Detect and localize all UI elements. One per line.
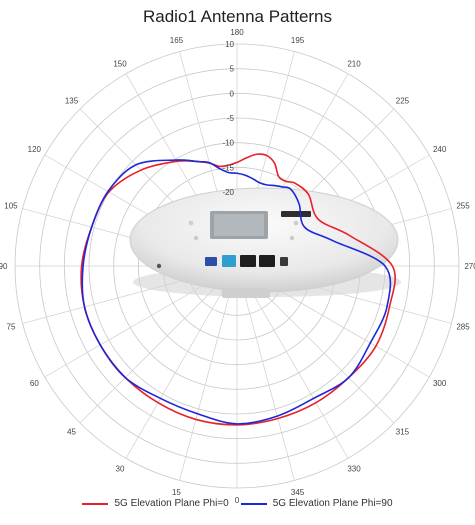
radial-tick-label: 10 — [225, 40, 234, 49]
radial-tick-label: -10 — [222, 139, 234, 148]
legend-label: 5G Elevation Plane Phi=90 — [272, 498, 393, 509]
angle-tick-label: 0 — [235, 496, 240, 505]
angle-tick-label: 105 — [4, 201, 18, 210]
series-line-phi-90 — [81, 159, 392, 425]
angle-tick-label: 210 — [347, 59, 361, 68]
angle-tick-label: 180 — [230, 28, 244, 37]
legend-swatch — [240, 502, 267, 505]
grid-spoke — [236, 265, 295, 481]
access-point-device-image — [129, 187, 401, 298]
radial-tick-label: 5 — [230, 65, 235, 74]
radial-tick-label: -5 — [227, 114, 235, 123]
grid-spoke — [179, 265, 238, 481]
angle-tick-label: 45 — [67, 427, 76, 436]
angle-tick-label: 60 — [30, 379, 39, 388]
legend-swatch — [82, 502, 109, 505]
chart-title: Radio1 Antenna Patterns — [142, 7, 333, 26]
legend-label: 5G Elevation Plane Phi=0 — [114, 498, 229, 509]
legend-item-phi-90: 5G Elevation Plane Phi=90 — [240, 498, 393, 509]
angle-tick-label: 270 — [464, 262, 475, 271]
angle-tick-label: 165 — [170, 36, 184, 45]
angle-tick-label: 240 — [433, 145, 447, 154]
angle-tick-label: 150 — [113, 59, 127, 68]
series-lines — [80, 153, 396, 426]
angle-tick-label: 315 — [396, 427, 410, 436]
angle-tick-label: 285 — [456, 323, 470, 332]
angle-tick-label: 75 — [7, 323, 16, 332]
legend: 5G Elevation Plane Phi=0 5G Elevation Pla… — [0, 498, 475, 509]
grid-spoke — [125, 265, 238, 459]
angle-tick-label: 225 — [396, 97, 410, 106]
angle-tick-label: 300 — [433, 379, 447, 388]
angle-tick-label: 30 — [116, 465, 125, 474]
angle-tick-label: 15 — [172, 488, 181, 497]
radial-tick-label: -20 — [222, 188, 234, 197]
angle-tick-label: 135 — [65, 97, 79, 106]
angle-tick-label: 345 — [291, 488, 305, 497]
grid-spoke — [236, 265, 349, 459]
angle-tick-label: 255 — [456, 201, 470, 210]
radial-tick-label: 0 — [230, 89, 235, 98]
angle-tick-label: 195 — [291, 36, 305, 45]
legend-item-phi-0: 5G Elevation Plane Phi=0 — [82, 498, 229, 509]
angle-tick-label: 330 — [347, 465, 361, 474]
tick-labels: 0153045607590105120135150165180195210225… — [0, 28, 475, 505]
radial-tick-label: -15 — [222, 163, 234, 172]
angle-tick-label: 120 — [28, 145, 42, 154]
angle-tick-label: 90 — [0, 262, 8, 271]
